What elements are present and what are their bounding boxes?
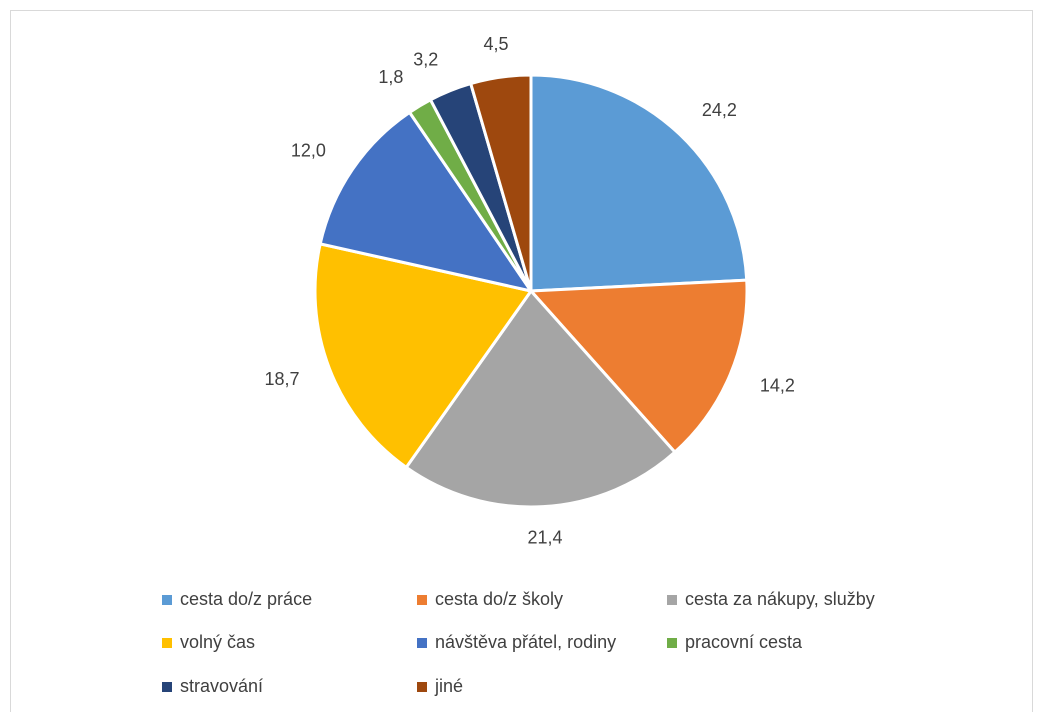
pie-slice	[404, 288, 677, 509]
pie-slice	[313, 242, 534, 470]
legend-swatch	[417, 682, 427, 692]
data-label: 24,2	[702, 100, 737, 120]
pie-slice	[529, 73, 749, 293]
legend-label: volný čas	[180, 632, 255, 652]
legend-label: návštěva přátel, rodiny	[435, 632, 616, 652]
legend-label: cesta za nákupy, služby	[685, 589, 875, 609]
data-label: 14,2	[760, 375, 795, 395]
legend-swatch	[667, 638, 677, 648]
legend-label: stravování	[180, 676, 263, 696]
legend-swatch	[162, 682, 172, 692]
data-label: 12,0	[291, 140, 326, 160]
pie-slice	[468, 73, 533, 292]
legend-label: cesta do/z školy	[435, 589, 563, 609]
data-label: 4,5	[484, 34, 509, 54]
data-label: 18,7	[265, 369, 300, 389]
legend-swatch	[417, 638, 427, 648]
data-label: 21,4	[527, 527, 562, 547]
legend-swatch	[667, 595, 677, 605]
data-label: 3,2	[413, 50, 438, 70]
legend-swatch	[162, 638, 172, 648]
legend-label: pracovní cesta	[685, 632, 803, 652]
legend-label: cesta do/z práce	[180, 589, 312, 609]
pie-slice	[318, 110, 535, 294]
data-label: 1,8	[378, 67, 403, 87]
legend-swatch	[162, 595, 172, 605]
pie-slice	[527, 278, 749, 455]
legend-label: jiné	[434, 676, 463, 696]
legend-swatch	[417, 595, 427, 605]
